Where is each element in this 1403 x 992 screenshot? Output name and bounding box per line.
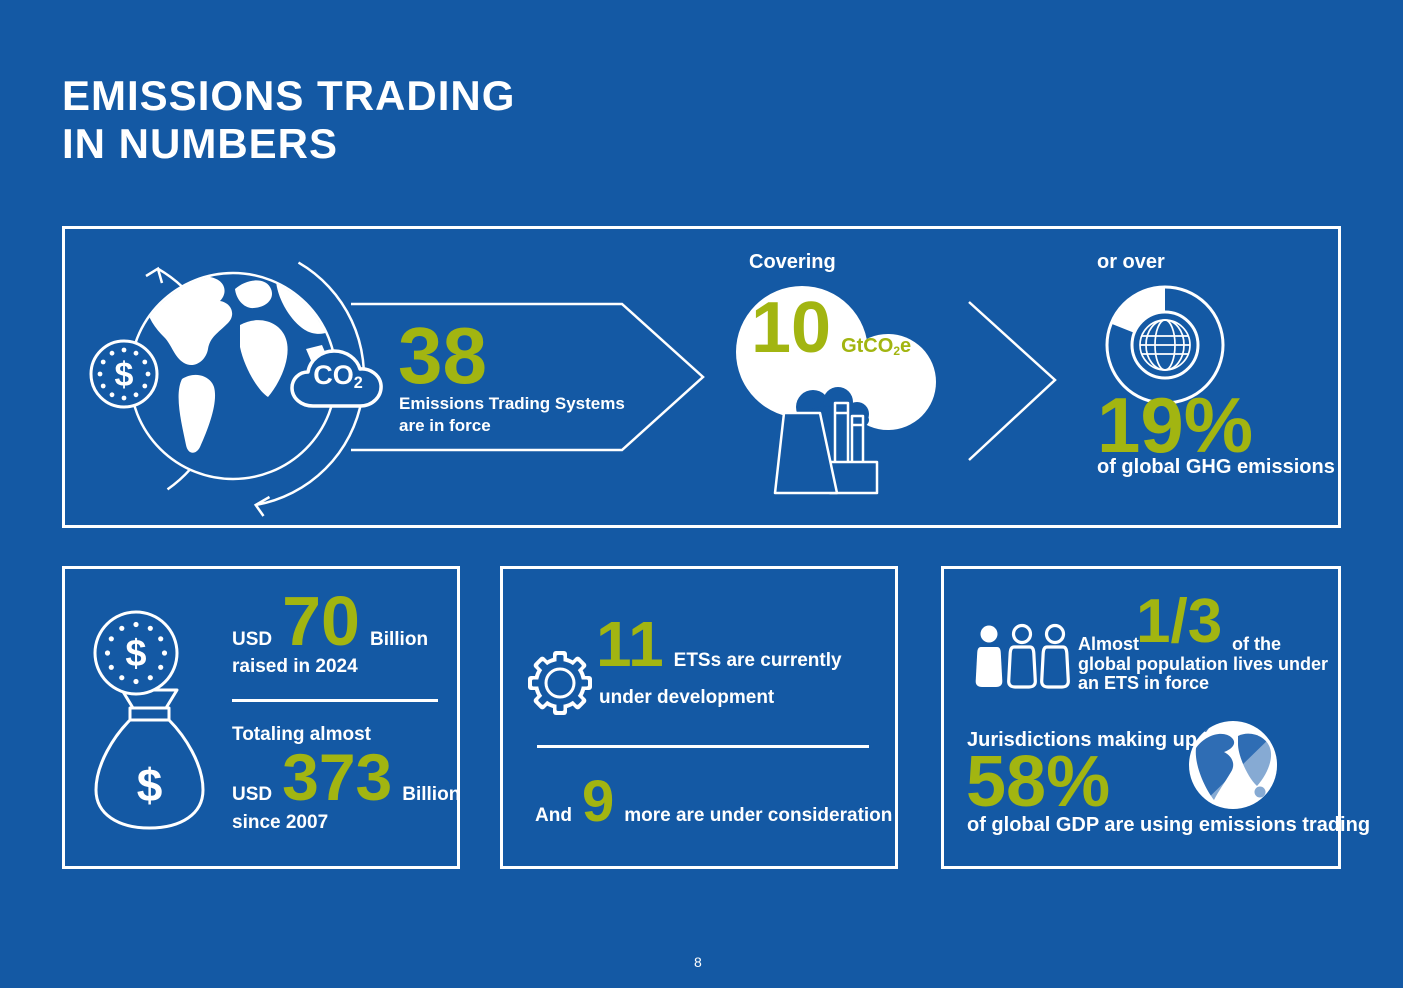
consideration-count: 9	[581, 769, 615, 834]
revenue-panel	[62, 566, 460, 869]
svg-text:$: $	[115, 356, 134, 394]
consideration-stat: And 9 more are under consideration	[535, 769, 893, 834]
dollar-coin-icon: $	[89, 339, 159, 409]
world-globe-icon	[128, 271, 338, 481]
ghg-donut-chart	[1105, 285, 1225, 405]
revenue-total-stat: USD 373 Billion	[232, 740, 461, 814]
gdp-caption: of global GDP are using emissions tradin…	[967, 814, 1371, 836]
development-panel	[500, 566, 898, 869]
or-over-label: or over	[1097, 251, 1165, 273]
jurisdictions-label: Jurisdictions making up	[967, 729, 1198, 751]
ghg-caption: of global GHG emissions	[1097, 456, 1335, 478]
co2-label: CO2	[313, 360, 363, 392]
and-label: And	[535, 805, 572, 826]
globe-image	[1189, 721, 1277, 809]
covering-stat: 10 GtCO2e	[751, 288, 912, 368]
gdp-percent: 58%	[966, 742, 1111, 822]
ghg-percent: 19%	[1097, 381, 1254, 469]
totaling-label: Totaling almost	[232, 724, 371, 745]
billion-label-2: Billion	[402, 784, 461, 805]
coin-icon: $	[93, 610, 179, 696]
revenue-2024-caption: raised in 2024	[232, 656, 358, 677]
revenue-2024-stat: USD 70 Billion	[232, 582, 429, 660]
covering-value: 10	[751, 288, 832, 368]
globe-money-cycle-illustration: $	[89, 261, 366, 517]
of-the-label: of the	[1232, 634, 1281, 654]
amount-2024: 70	[282, 582, 360, 660]
page-title-line1: EMISSIONS TRADING	[62, 72, 516, 119]
billion-label: Billion	[370, 629, 429, 650]
revenue-divider	[232, 699, 438, 702]
person-filled-icon	[975, 625, 1003, 687]
donut-wedge-19pct	[1111, 287, 1165, 333]
chevron-right-icon	[968, 301, 1057, 461]
ets-count: 38	[398, 311, 487, 400]
consideration-caption: more are under consideration	[624, 805, 893, 826]
development-count: 11	[596, 608, 664, 680]
svg-text:$: $	[137, 759, 163, 811]
development-line2: under development	[599, 687, 775, 708]
people-icons	[975, 623, 1070, 689]
page-title: EMISSIONS TRADING IN NUMBERS	[62, 72, 515, 168]
amount-total: 373	[282, 740, 393, 814]
svg-text:$: $	[125, 633, 146, 675]
covering-label: Covering	[749, 251, 836, 273]
page-title-line2: IN NUMBERS	[62, 120, 339, 167]
footer-strip	[0, 988, 1403, 992]
development-divider	[537, 745, 869, 748]
development-stat: 11 ETSs are currently	[596, 608, 842, 680]
co2-cloud-icon	[290, 349, 383, 408]
factory-icon	[773, 401, 879, 495]
emissions-cloud-icon	[736, 286, 936, 495]
almost-label: Almost	[1078, 634, 1140, 654]
usd-label: USD	[232, 629, 273, 650]
population-fraction: 1/3	[1136, 587, 1223, 656]
population-line2: global population lives under	[1078, 654, 1329, 674]
globe-wireframe-icon	[1139, 319, 1191, 371]
hero-panel	[62, 226, 1341, 528]
covering-unit: GtCO2e	[841, 335, 912, 358]
usd-label-2: USD	[232, 784, 273, 805]
population-panel	[941, 566, 1341, 869]
revenue-total-caption: since 2007	[232, 812, 329, 833]
page-number: 8	[694, 954, 702, 970]
person-outline-icon	[1040, 623, 1070, 689]
banner-arrow-shape	[351, 302, 705, 452]
development-line1: ETSs are currently	[673, 650, 842, 671]
person-outline-icon	[1007, 623, 1037, 689]
population-line3: an ETS in force	[1078, 673, 1210, 693]
ets-caption: Emissions Trading Systems are in force	[399, 394, 625, 436]
gear-icon	[528, 651, 592, 715]
money-bag-icon: $ $	[93, 610, 205, 830]
